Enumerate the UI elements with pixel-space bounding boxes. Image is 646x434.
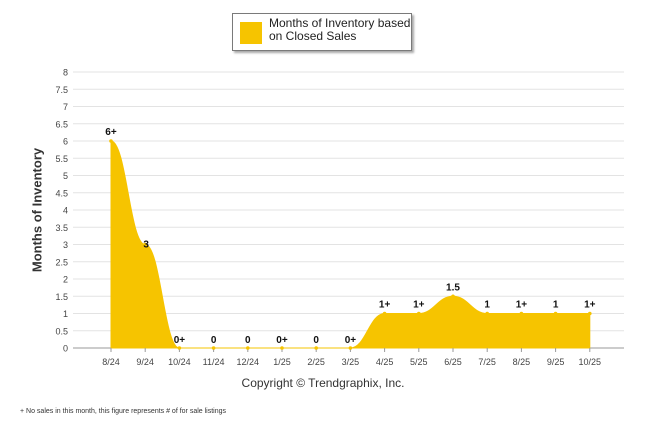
data-point — [246, 346, 250, 350]
data-label: 1+ — [413, 300, 425, 311]
y-tick-label: 4.5 — [55, 188, 68, 198]
chart-legend: Months of Inventory based on Closed Sale… — [232, 13, 412, 51]
y-tick-label: 3 — [63, 240, 68, 250]
x-tick-label: 10/24 — [168, 357, 191, 367]
data-label: 0 — [211, 335, 217, 346]
data-point — [314, 346, 319, 350]
data-label: 6+ — [105, 127, 117, 138]
data-label: 1.5 — [446, 282, 460, 293]
data-label: 1+ — [379, 300, 391, 311]
data-label: 0+ — [345, 335, 357, 346]
data-point — [177, 346, 182, 350]
data-label: 1 — [484, 300, 490, 311]
data-label: 0 — [245, 335, 251, 346]
y-tick-label: 1 — [63, 309, 68, 319]
x-tick-label: 7/25 — [478, 357, 496, 367]
data-point — [143, 242, 147, 247]
copyright-text: Copyright © Trendgraphix, Inc. — [241, 376, 405, 390]
data-label: 1+ — [516, 300, 528, 311]
data-point — [211, 346, 216, 350]
x-tick-label: 12/24 — [237, 357, 260, 367]
x-tick-label: 3/25 — [342, 357, 360, 367]
x-tick-label: 8/24 — [102, 357, 120, 367]
data-point — [519, 311, 524, 316]
y-tick-label: 7 — [63, 102, 68, 112]
x-tick-label: 4/25 — [376, 357, 394, 367]
legend-label: Months of Inventory based on Closed Sale… — [269, 17, 410, 43]
data-point — [553, 311, 558, 316]
y-tick-label: 0 — [63, 344, 68, 354]
legend-swatch — [240, 22, 262, 44]
data-point — [417, 311, 421, 316]
y-tick-label: 5 — [63, 171, 68, 181]
y-tick-label: 4 — [63, 206, 68, 216]
x-tick-label: 8/25 — [513, 357, 531, 367]
data-point — [348, 346, 353, 350]
data-label: 3 — [143, 240, 149, 251]
data-label: 0+ — [174, 335, 186, 346]
data-point — [109, 139, 113, 143]
x-tick-label: 9/24 — [136, 357, 154, 367]
data-point — [588, 311, 592, 316]
y-tick-label: 7.5 — [55, 85, 68, 95]
legend-label-line-2: on Closed Sales — [269, 29, 357, 43]
data-label: 1+ — [584, 300, 596, 311]
y-axis-title: Months of Inventory — [29, 147, 45, 273]
y-tick-label: 1.5 — [55, 292, 68, 302]
x-tick-label: 11/24 — [203, 357, 225, 367]
legend-label-line-1: Months of Inventory based — [269, 16, 411, 30]
y-tick-label: 5.5 — [55, 154, 68, 164]
x-tick-label: 9/25 — [547, 357, 565, 367]
inventory-area — [110, 140, 591, 349]
y-tick-label: 6.5 — [55, 119, 68, 129]
data-point — [485, 311, 490, 316]
data-label: 0+ — [276, 335, 288, 346]
y-tick-label: 3.5 — [55, 223, 68, 233]
data-point — [382, 311, 387, 316]
x-tick-label: 2/25 — [307, 357, 325, 367]
y-tick-label: 0.5 — [55, 326, 68, 336]
data-point — [280, 346, 284, 350]
data-point — [451, 294, 455, 299]
data-label: 0 — [313, 335, 319, 346]
x-tick-label: 6/25 — [444, 357, 462, 367]
x-tick-label: 1/25 — [273, 357, 291, 367]
data-label: 1 — [553, 300, 559, 311]
y-tick-label: 6 — [63, 137, 68, 147]
x-tick-label: 5/25 — [410, 357, 428, 367]
y-tick-label: 2 — [63, 275, 68, 285]
y-tick-label: 2.5 — [55, 257, 68, 267]
footnote-text: + No sales in this month, this figure re… — [20, 408, 227, 415]
y-tick-label: 8 — [63, 68, 68, 78]
x-tick-label: 10/25 — [579, 357, 602, 367]
